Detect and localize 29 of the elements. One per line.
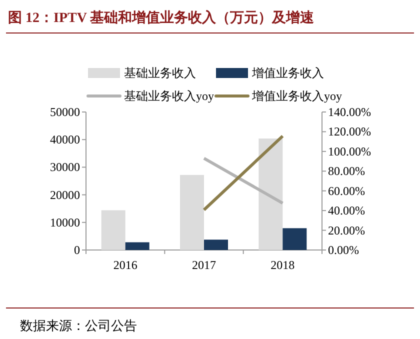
bar [101, 210, 126, 250]
y-tick-label: 0 [74, 243, 80, 257]
bar [180, 174, 204, 250]
y2-tick-label: 40.00% [328, 204, 365, 218]
source-note: 数据来源：公司公告 [20, 318, 137, 333]
bar [282, 228, 307, 250]
legend-label: 基础业务收入yoy [124, 89, 214, 103]
bar [204, 240, 228, 250]
y2-tick-label: 140.00% [328, 105, 371, 119]
bar [258, 138, 283, 250]
y-tick-label: 40000 [50, 132, 80, 147]
bar [125, 242, 150, 250]
chart-title: 图 12：IPTV 基础和增值业务收入（万元）及增速 [8, 10, 316, 26]
y2-tick-label: 20.00% [328, 223, 365, 238]
y-tick-label: 50000 [50, 105, 80, 119]
y-tick-label: 10000 [50, 215, 80, 230]
y2-tick-label: 120.00% [328, 124, 371, 139]
y2-tick-label: 60.00% [328, 184, 365, 198]
legend-label: 基础业务收入 [124, 66, 196, 80]
y2-tick-label: 0.00% [328, 243, 359, 257]
legend-label: 增值业务收入 [251, 66, 324, 80]
legend-label: 增值业务收入yoy [251, 89, 342, 103]
x-tick-label: 2017 [192, 258, 216, 272]
y2-tick-label: 80.00% [328, 164, 365, 178]
y2-tick-label: 100.00% [328, 144, 371, 158]
x-tick-label: 2018 [270, 258, 295, 272]
x-tick-label: 2016 [113, 258, 138, 272]
y-tick-label: 30000 [50, 160, 80, 174]
y-tick-label: 20000 [50, 188, 80, 202]
